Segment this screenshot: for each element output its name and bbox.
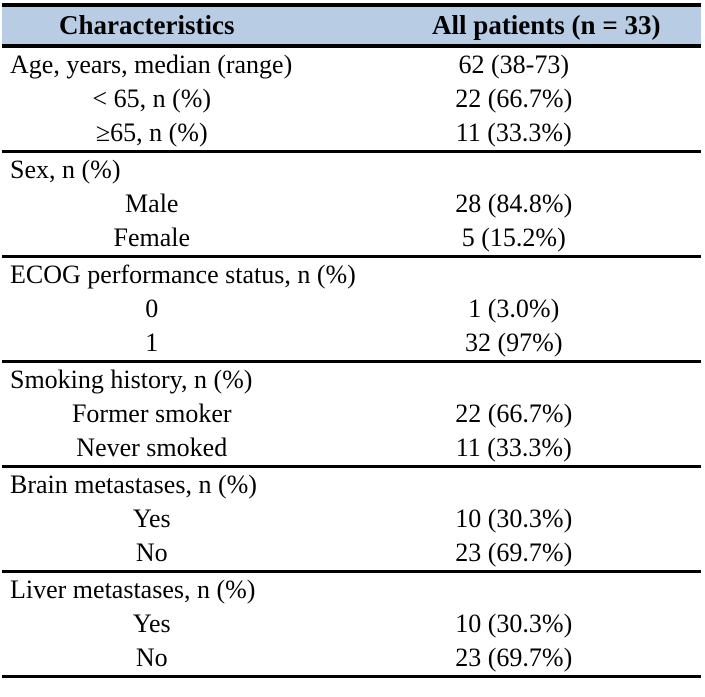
row-value: 62 (38-73) (458, 50, 569, 79)
row-label: Age, years, median (range) (10, 50, 293, 79)
row-value: 22 (66.7%) (455, 399, 573, 428)
table-row-age: Age, years, median (range) 62 (38-73) (2, 46, 701, 82)
row-value: 11 (33.3%) (455, 433, 572, 462)
row-label: 0 (145, 294, 159, 323)
header-all-patients: All patients (n = 33) (351, 5, 701, 48)
row-label: Male (125, 189, 179, 218)
table-row-smoking-former: Former smoker 22 (66.7%) (2, 397, 701, 431)
row-value (351, 465, 701, 502)
row-label: ECOG performance status, n (%) (2, 255, 356, 292)
row-label: ≥65, n (%) (95, 118, 208, 147)
row-value (351, 150, 701, 187)
row-value: 28 (84.8%) (455, 189, 573, 218)
row-label: Former smoker (71, 399, 232, 428)
header-characteristics: Characteristics (2, 5, 352, 48)
row-label: Liver metastases, n (%) (2, 570, 352, 607)
table-header-row: Characteristics All patients (n = 33) (2, 5, 701, 48)
row-label: < 65, n (%) (92, 84, 212, 113)
row-label: Female (113, 223, 191, 252)
row-label: Yes (132, 504, 171, 533)
row-label: 1 (145, 328, 159, 357)
table-row-liver-no: No 23 (69.7%) (2, 641, 701, 677)
row-label: Never smoked (76, 433, 228, 462)
row-value: 11 (33.3%) (455, 118, 572, 147)
table-row-ecog-1: 1 32 (97%) (2, 326, 701, 362)
characteristics-table: Characteristics All patients (n = 33) Ag… (2, 3, 701, 678)
table-row-age-65plus: ≥65, n (%) 11 (33.3%) (2, 116, 701, 152)
row-value (351, 570, 701, 607)
row-value: 22 (66.7%) (455, 84, 573, 113)
row-label: No (135, 538, 168, 567)
table-row-brain: Brain metastases, n (%) (2, 465, 701, 502)
row-value: 23 (69.7%) (455, 643, 573, 672)
table-row-liver: Liver metastases, n (%) (2, 570, 701, 607)
table-row-ecog: ECOG performance status, n (%) (2, 255, 701, 292)
table-row-age-under65: < 65, n (%) 22 (66.7%) (2, 82, 701, 116)
row-value (351, 360, 701, 397)
row-label: Yes (132, 609, 171, 638)
row-value: 23 (69.7%) (455, 538, 573, 567)
table-row-sex-female: Female 5 (15.2%) (2, 221, 701, 257)
row-value: 10 (30.3%) (455, 504, 573, 533)
table-row-smoking: Smoking history, n (%) (2, 360, 701, 397)
row-value: 32 (97%) (465, 328, 563, 357)
table-row-sex-male: Male 28 (84.8%) (2, 187, 701, 221)
row-value: 10 (30.3%) (455, 609, 573, 638)
row-value (351, 255, 701, 292)
table-row-brain-yes: Yes 10 (30.3%) (2, 502, 701, 536)
table-row-smoking-never: Never smoked 11 (33.3%) (2, 431, 701, 467)
table-row-liver-yes: Yes 10 (30.3%) (2, 607, 701, 641)
row-label: Sex, n (%) (2, 150, 352, 187)
row-label: No (135, 643, 168, 672)
table-row-sex: Sex, n (%) (2, 150, 701, 187)
table-row-brain-no: No 23 (69.7%) (2, 536, 701, 572)
row-value: 1 (3.0%) (468, 294, 560, 323)
table-row-ecog-0: 0 1 (3.0%) (2, 292, 701, 326)
characteristics-table-container: Characteristics All patients (n = 33) Ag… (2, 3, 701, 678)
row-value: 5 (15.2%) (461, 223, 566, 252)
row-label: Smoking history, n (%) (2, 360, 352, 397)
row-label: Brain metastases, n (%) (2, 465, 352, 502)
